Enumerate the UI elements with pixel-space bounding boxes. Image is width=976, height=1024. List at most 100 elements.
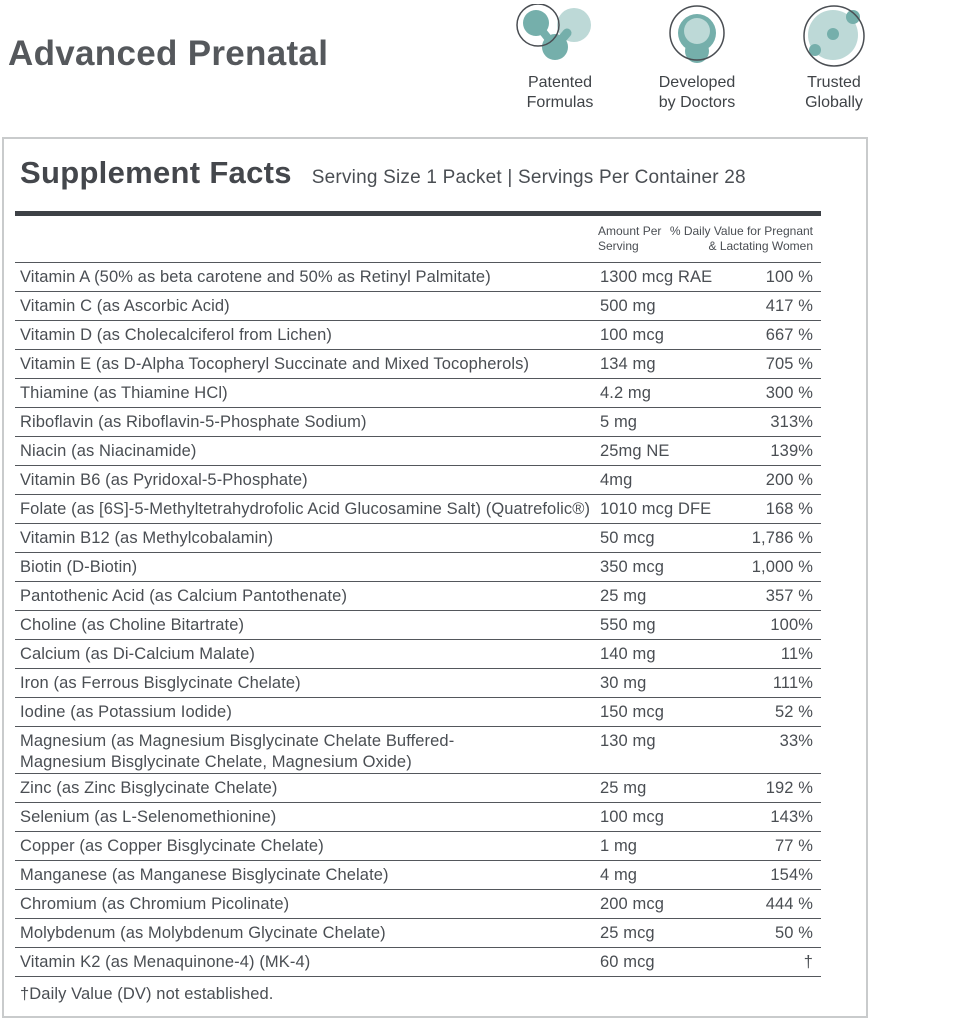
row-name: Vitamin B12 (as Methylcobalamin)	[20, 529, 274, 547]
row-amount: 100 mcg	[600, 326, 664, 344]
facts-title: Supplement Facts	[20, 155, 292, 190]
row-name: Riboflavin (as Riboflavin-5-Phosphate So…	[20, 413, 367, 431]
row-amount: 1300 mcg RAE	[600, 268, 713, 286]
table-row: Vitamin D (as Cholecalciferol from Liche…	[15, 321, 821, 350]
row-name: Vitamin C (as Ascorbic Acid)	[20, 297, 230, 315]
row-name: Niacin (as Niacinamide)	[20, 442, 197, 460]
daily-value-column-header: % Daily Value for Pregnant & Lactating W…	[669, 224, 813, 253]
row-name: Chromium (as Chromium Picolinate)	[20, 895, 290, 913]
amount-column-header: Amount Per Serving	[598, 224, 662, 253]
row-dv: 300 %	[765, 384, 813, 402]
table-row: Iodine (as Potassium Iodide) 150 mcg 52 …	[15, 698, 821, 727]
thick-divider	[15, 211, 821, 216]
row-dv: 444 %	[765, 895, 813, 913]
row-amount: 350 mcg	[600, 558, 664, 576]
row-amount: 1 mg	[600, 837, 638, 855]
table-row: Magnesium (as Magnesium Bisglycinate Che…	[15, 727, 821, 774]
row-amount: 60 mcg	[600, 953, 655, 971]
row-name: Vitamin B6 (as Pyridoxal-5-Phosphate)	[20, 471, 308, 489]
table-row: Vitamin B12 (as Methylcobalamin) 50 mcg …	[15, 524, 821, 553]
column-headers: Amount Per Serving % Daily Value for Pre…	[15, 216, 821, 262]
row-dv: 192 %	[765, 779, 813, 797]
badge-row: Patented Formulas Developed by Doctors	[495, 4, 899, 113]
row-dv: 111%	[772, 674, 813, 692]
row-dv: 100 %	[765, 268, 813, 286]
molecules-icon	[510, 4, 610, 68]
badge-trusted-globally: Trusted Globally	[769, 4, 899, 113]
table-row: Thiamine (as Thiamine HCl) 4.2 mg 300 %	[15, 379, 821, 408]
row-amount: 200 mcg	[600, 895, 664, 913]
row-name: Choline (as Choline Bitartrate)	[20, 616, 245, 634]
row-name: Copper (as Copper Bisglycinate Chelate)	[20, 837, 324, 855]
row-dv: 705 %	[765, 355, 813, 373]
row-name: Iodine (as Potassium Iodide)	[20, 703, 232, 721]
panel-header: Supplement Facts Serving Size 1 Packet |…	[4, 139, 866, 191]
row-dv: 1,000 %	[751, 558, 813, 576]
table-row: Iron (as Ferrous Bisglycinate Chelate) 3…	[15, 669, 821, 698]
row-name: Molybdenum (as Molybdenum Glycinate Chel…	[20, 924, 386, 942]
row-amount: 25mg NE	[600, 442, 670, 460]
row-name: Vitamin D (as Cholecalciferol from Liche…	[20, 326, 333, 344]
row-dv: 357 %	[765, 587, 813, 605]
row-dv: 1,786 %	[751, 529, 813, 547]
table-row: Pantothenic Acid (as Calcium Pantothenat…	[15, 582, 821, 611]
row-amount: 4 mg	[600, 866, 638, 884]
table-row: Chromium (as Chromium Picolinate) 200 mc…	[15, 890, 821, 919]
row-name: Zinc (as Zinc Bisglycinate Chelate)	[20, 779, 278, 797]
badge-developed-by-doctors: Developed by Doctors	[632, 4, 762, 113]
table-row: Choline (as Choline Bitartrate) 550 mg 1…	[15, 611, 821, 640]
badge-label: Trusted Globally	[805, 74, 863, 111]
badge-label: Patented Formulas	[526, 74, 594, 111]
table-row: Copper (as Copper Bisglycinate Chelate) …	[15, 832, 821, 861]
row-name: Manganese (as Manganese Bisglycinate Che…	[20, 866, 389, 884]
table-row: Biotin (D-Biotin) 350 mcg 1,000 %	[15, 553, 821, 582]
row-amount: 140 mg	[600, 645, 656, 663]
row-name: Vitamin K2 (as Menaquinone-4) (MK-4)	[20, 953, 311, 971]
row-amount: 150 mcg	[600, 703, 664, 721]
row-dv: 154%	[770, 866, 813, 884]
row-dv: 200 %	[765, 471, 813, 489]
row-amount: 1010 mcg DFE	[600, 500, 712, 518]
row-dv: 77 %	[774, 837, 813, 855]
table-row: Calcium (as Di-Calcium Malate) 140 mg 11…	[15, 640, 821, 669]
row-name: Vitamin A (50% as beta carotene and 50% …	[20, 268, 491, 286]
row-amount: 134 mg	[600, 355, 656, 373]
row-amount: 500 mg	[600, 297, 656, 315]
row-dv: 143%	[770, 808, 813, 826]
row-dv: 168 %	[765, 500, 813, 518]
row-amount: 30 mg	[600, 674, 647, 692]
row-dv: 667 %	[765, 326, 813, 344]
row-dv: 33%	[779, 732, 813, 750]
row-amount: 130 mg	[600, 732, 656, 750]
badge-patented-formulas: Patented Formulas	[495, 4, 625, 113]
row-dv: 417 %	[765, 297, 813, 315]
row-dv: 50 %	[774, 924, 813, 942]
cell-icon	[662, 4, 732, 68]
table-row: Selenium (as L-Selenomethionine) 100 mcg…	[15, 803, 821, 832]
row-name: Pantothenic Acid (as Calcium Pantothenat…	[20, 587, 348, 605]
row-amount: 25 mg	[600, 587, 647, 605]
table-row: Folate (as [6S]-5-Methyltetrahydrofolic …	[15, 495, 821, 524]
row-dv: 100%	[770, 616, 813, 634]
row-dv: 139%	[770, 442, 813, 460]
supplement-facts-panel: Supplement Facts Serving Size 1 Packet |…	[2, 137, 868, 1018]
daily-value-footnote: †Daily Value (DV) not established.	[20, 985, 274, 1003]
table-row: Molybdenum (as Molybdenum Glycinate Chel…	[15, 919, 821, 948]
table-row: Vitamin C (as Ascorbic Acid) 500 mg 417 …	[15, 292, 821, 321]
row-amount: 4.2 mg	[600, 384, 652, 402]
row-dv: 313%	[770, 413, 813, 431]
table-row: Vitamin A (50% as beta carotene and 50% …	[15, 263, 821, 292]
row-amount: 550 mg	[600, 616, 656, 634]
row-amount: 100 mcg	[600, 808, 664, 826]
row-amount: 25 mg	[600, 779, 647, 797]
row-name: Calcium (as Di-Calcium Malate)	[20, 645, 255, 663]
row-name: Iron (as Ferrous Bisglycinate Chelate)	[20, 674, 301, 692]
row-amount: 4mg	[600, 471, 633, 489]
facts-table-body: Vitamin A (50% as beta carotene and 50% …	[15, 262, 821, 977]
row-amount: 5 mg	[600, 413, 638, 431]
row-dv: 11%	[780, 645, 813, 663]
row-name: Vitamin E (as D-Alpha Tocopheryl Succina…	[20, 355, 530, 373]
table-row: Manganese (as Manganese Bisglycinate Che…	[15, 861, 821, 890]
row-name: Biotin (D-Biotin)	[20, 558, 138, 576]
